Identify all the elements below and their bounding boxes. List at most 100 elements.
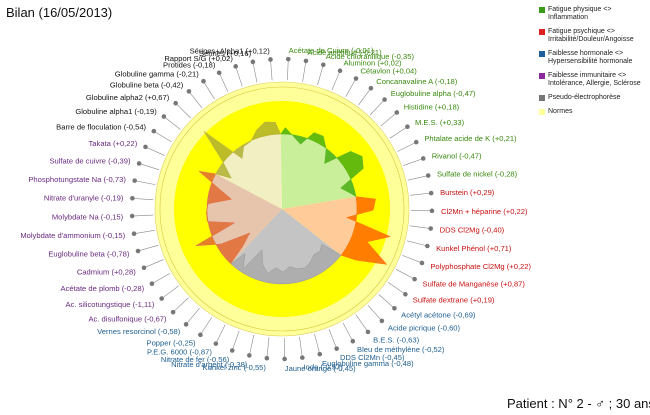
axis-dot (229, 348, 235, 353)
axis-label: Cadmium (+0,28) (77, 267, 136, 276)
axis-label: Acétyl acétone (-0,69) (401, 310, 476, 319)
leader-line (134, 229, 155, 235)
axis-label: M.E.S. (+0,33) (415, 118, 465, 127)
legend-item: Normes (539, 108, 649, 116)
axis-dot (136, 161, 142, 166)
leader-line (134, 180, 156, 185)
axis-label: Kunkel Phénol (+0,71) (436, 244, 512, 253)
axis-dot (143, 144, 148, 150)
axis-label: Polyphosphate Cl2Mg (+0,22) (430, 262, 531, 271)
axis-label: DDS Cl2Mg (-0,40) (440, 226, 505, 235)
axis-dot (216, 70, 222, 76)
axis-dot (135, 248, 141, 254)
axis-label: P.E.G. 6000 (-0,87) (147, 348, 212, 357)
leader-line (153, 130, 172, 143)
axis-dot (413, 139, 419, 145)
axis-dot (247, 353, 252, 358)
axis-label: Phosphotungstate Na (-0,73) (28, 175, 126, 184)
leader-line (342, 322, 354, 342)
leader-line (252, 61, 258, 83)
axis-label: Cl2Mn + héparine (+0,22) (441, 207, 528, 216)
axis-label: Aluminon (+0,02) (344, 58, 403, 67)
legend-label: Faiblesse immunitaire <> (548, 72, 627, 79)
leader-line (407, 175, 429, 181)
legend-swatch (539, 95, 545, 101)
legend-swatch (539, 7, 545, 13)
axis-dot (282, 356, 287, 362)
axis-dot (170, 309, 176, 315)
axis-label: Sulfate de cuivre (-0,39) (49, 157, 131, 166)
axis-dot (303, 58, 309, 64)
leader-line (331, 70, 341, 91)
axis-dot (183, 322, 189, 327)
leader-line (409, 225, 431, 229)
axis-dot (428, 190, 434, 196)
axis-dot (337, 68, 343, 73)
leader-line (328, 329, 337, 349)
leader-line (395, 269, 415, 280)
axis-label: Acétate de Cuivre (-0,01) (289, 46, 374, 55)
leader-line (161, 285, 179, 299)
leader-line (163, 116, 181, 130)
sector-electro (215, 134, 282, 209)
axis-label: Sulfate de nickel (-0,28) (437, 170, 518, 179)
leader-line (317, 64, 324, 86)
profile-electro (203, 121, 282, 179)
leader-line (299, 336, 303, 358)
norm-ring-line (159, 86, 405, 332)
axis-dot (213, 341, 219, 346)
profile-immunitaire (195, 170, 251, 265)
leader-line (132, 197, 154, 201)
leader-line (231, 330, 240, 351)
legend-item: Fatigue psychique <> Irritabilité/Douleur… (539, 28, 649, 44)
axis-label: Rivanol (-0,47) (432, 151, 482, 160)
leader-line (270, 59, 273, 81)
axis-label: Acide chloranilique (-0,35) (326, 52, 415, 61)
leader-line (345, 78, 357, 97)
axis-label: Burstein (+0,29) (440, 188, 495, 197)
axis-label: Euglobuline beta (-0,78) (48, 250, 130, 259)
axis-label: B.E.S. (-0,63) (373, 335, 419, 344)
axis-label: Nitrate d'argent (-0,38) (171, 360, 248, 369)
axis-dot (131, 231, 137, 237)
axis-dot (201, 78, 206, 84)
legend-label: Fatigue physique <> Inflammation (548, 6, 612, 21)
axis-dot (317, 351, 323, 357)
leader-line (370, 99, 385, 116)
axis-dot (350, 338, 356, 344)
axis-dot (198, 332, 203, 338)
axis-label: Globuline gamma (-0,21) (115, 70, 199, 79)
legend-swatch (539, 73, 545, 79)
leader-line (249, 334, 255, 356)
leader-line (397, 141, 417, 152)
axis-dot (300, 355, 305, 360)
axis-dot (412, 276, 417, 282)
legend-item: Faiblesse immunitaire <> Intolérance, All… (539, 72, 649, 88)
legend-label: Intolérance, Allergie, Sclérose (548, 80, 641, 87)
leader-line (137, 244, 159, 252)
axis-dot (132, 178, 137, 183)
leader-line (266, 337, 270, 359)
leader-line (378, 294, 395, 309)
axis-label: Sulfate de Manganèse (+0,87) (423, 279, 526, 288)
legend-label: Irritabilité/Douleur/Angoisse (548, 36, 634, 43)
axis-dot (129, 213, 135, 219)
leader-line (145, 146, 165, 156)
axis-dot (392, 306, 397, 311)
axis-dot (403, 292, 408, 297)
leader-line (188, 91, 203, 109)
leader-line (406, 240, 428, 247)
axis-label: Molybdate Na (-0,15) (52, 212, 124, 221)
leader-line (200, 317, 213, 336)
axis-label: Protides (-0,18) (163, 61, 216, 70)
sector-physique (280, 134, 356, 209)
axis-label: Vernes resorcinol (-0,58) (97, 327, 181, 336)
patient-info: Patient : N° 2 - ♂ ; 30 ans (507, 396, 650, 411)
axis-label: Bleu de méthylène (-0,52) (357, 345, 445, 354)
axis-dot (428, 226, 434, 231)
leader-line (410, 192, 432, 196)
axis-dot (268, 57, 273, 62)
axis-dot (365, 329, 371, 335)
legend-label: Normes (548, 108, 573, 115)
